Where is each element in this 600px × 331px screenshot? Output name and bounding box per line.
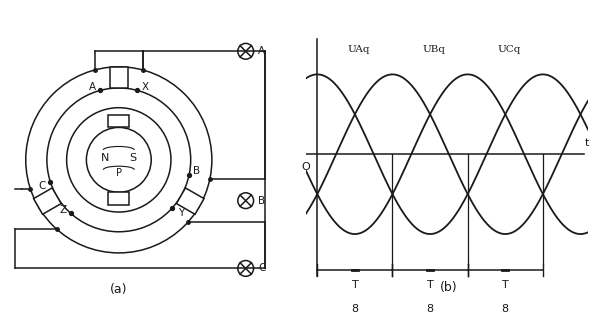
Text: C: C xyxy=(259,263,266,273)
Text: O: O xyxy=(301,162,310,172)
Polygon shape xyxy=(176,188,204,214)
Bar xyxy=(108,115,130,127)
Text: UBq: UBq xyxy=(422,45,445,54)
Text: T: T xyxy=(352,280,358,290)
Text: N: N xyxy=(101,154,109,164)
Text: 8: 8 xyxy=(352,304,358,314)
Text: X: X xyxy=(142,82,149,92)
Text: UCq: UCq xyxy=(497,45,521,54)
Bar xyxy=(108,192,130,205)
Text: T: T xyxy=(502,280,509,290)
Text: 8: 8 xyxy=(502,304,509,314)
Text: A: A xyxy=(259,46,266,56)
Text: B: B xyxy=(259,196,266,206)
Text: t: t xyxy=(584,138,589,148)
Text: Z: Z xyxy=(59,205,67,215)
Text: Y: Y xyxy=(178,208,184,218)
Text: B: B xyxy=(193,166,200,176)
Text: (b): (b) xyxy=(440,281,458,294)
Text: C: C xyxy=(39,181,46,191)
Polygon shape xyxy=(110,67,128,88)
Text: P: P xyxy=(116,167,122,177)
Text: S: S xyxy=(130,154,136,164)
Text: A: A xyxy=(89,82,96,92)
Text: 8: 8 xyxy=(427,304,434,314)
Text: T: T xyxy=(427,280,433,290)
Text: (a): (a) xyxy=(110,283,128,296)
Polygon shape xyxy=(34,188,61,214)
Text: UAq: UAq xyxy=(347,45,370,54)
